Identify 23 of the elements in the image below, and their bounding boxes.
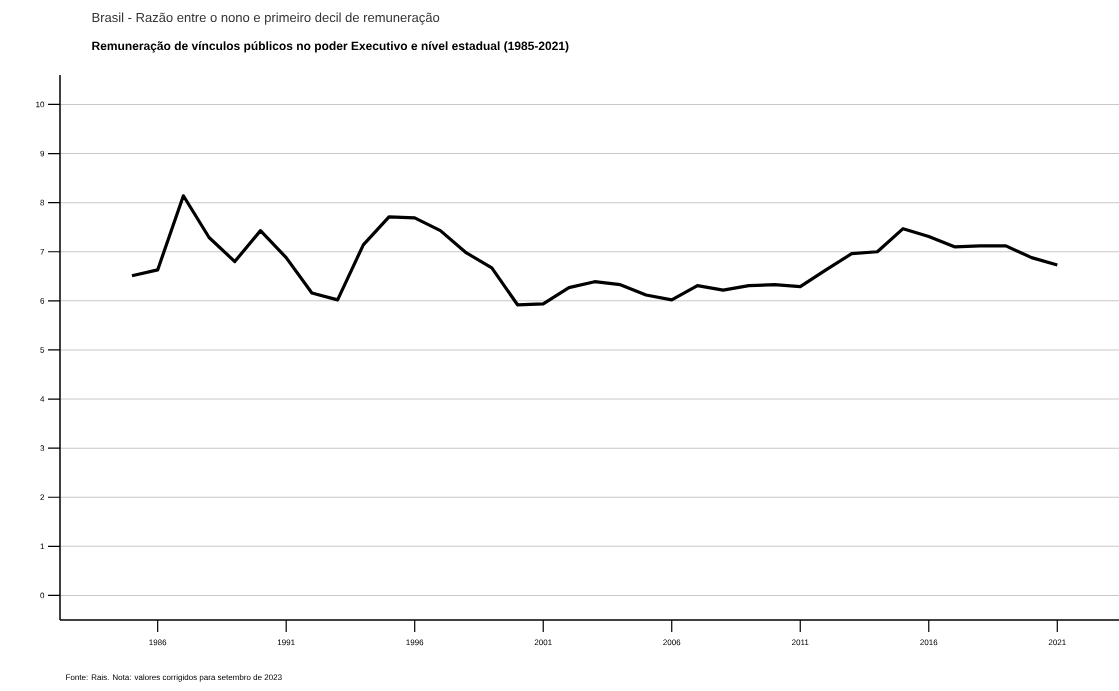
- y-tick-label: 4: [40, 396, 45, 402]
- y-tick-label: 6: [40, 298, 45, 304]
- y-tick-label: 2: [40, 494, 45, 501]
- y-tick-label: 8: [40, 199, 45, 206]
- y-tick-label: 1: [40, 543, 45, 550]
- y-tick-label: 3: [40, 445, 45, 451]
- y-tick-label: 9: [40, 150, 45, 157]
- x-tick-label: 2011: [792, 639, 809, 646]
- y-tick-label: 10: [36, 101, 45, 108]
- x-tick-label: 2001: [534, 639, 552, 646]
- x-tick-label: 2016: [920, 639, 938, 646]
- x-tick-label: 1991: [277, 639, 295, 646]
- y-tick-label: 7: [40, 249, 45, 255]
- y-tick-label: 0: [40, 592, 45, 599]
- x-tick-label: 1996: [406, 639, 424, 646]
- y-tick-label: 5: [40, 347, 45, 353]
- source-note: Fonte: Rais. Nota: valores corrigidos para setembro de 2023: [66, 674, 282, 682]
- chart-subtitle: Remuneração de vínculos públicos no poder Executivo e nível estadual (1985-2021): [92, 41, 569, 53]
- x-tick-label: 2006: [663, 639, 681, 646]
- line-series: [130, 194, 1059, 307]
- x-tick-label: 2021: [1048, 639, 1066, 646]
- chart-title: Brasil - Razão entre o nono e primeiro decil de remuneração: [92, 12, 440, 25]
- x-tick-label: 1986: [149, 639, 167, 646]
